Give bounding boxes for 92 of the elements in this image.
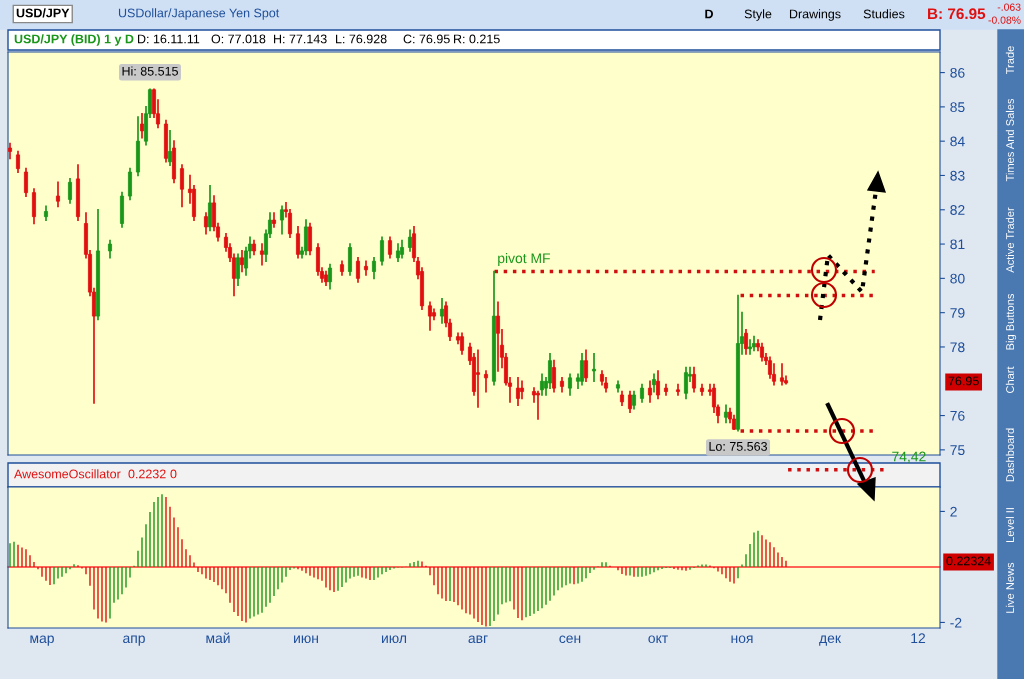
candlestick <box>279 205 285 235</box>
chart-title: USD/JPY <box>16 8 70 18</box>
chart-title: AwesomeOscillator <box>14 469 121 479</box>
text: 76.95 <box>948 376 979 386</box>
candlestick <box>179 164 185 208</box>
y-tick-label: -2 <box>950 617 962 628</box>
y-tick-label: 2 <box>950 506 957 517</box>
candlestick <box>259 243 265 266</box>
text: Drawings <box>789 9 841 21</box>
candlestick <box>387 236 393 259</box>
candlestick <box>239 250 245 273</box>
y-tick-label: 75 <box>950 445 965 456</box>
text: B: 76.95 <box>928 8 986 20</box>
candlestick <box>483 370 489 393</box>
annotation: Lo: 75.563 <box>709 441 767 451</box>
x-tick-label: сен <box>559 635 581 644</box>
candlestick <box>235 253 241 287</box>
candlestick <box>355 256 361 283</box>
text: -0.08% <box>988 16 1021 24</box>
text: O: 77.018 <box>211 34 266 44</box>
ref-line-label: pivot MF <box>498 253 550 266</box>
candlestick <box>139 112 145 139</box>
y-tick-label: 81 <box>950 239 965 250</box>
candlestick <box>439 298 445 324</box>
text: Live News <box>1005 562 1014 613</box>
x-tick-label: 12 <box>911 633 926 643</box>
y-tick-label: 82 <box>950 205 965 215</box>
y-tick-label: 76 <box>950 410 965 421</box>
text: R: 0.215 <box>454 34 500 44</box>
candlestick <box>407 229 413 252</box>
y-tick-label: 86 <box>950 67 965 78</box>
candlestick <box>23 167 29 197</box>
candlestick <box>683 366 689 400</box>
x-tick-label: июл <box>381 635 407 644</box>
candlestick <box>379 236 385 266</box>
text: USD/JPY (BID) 1 y D <box>14 34 134 46</box>
text: 0 <box>170 469 177 479</box>
candlestick <box>371 256 377 280</box>
candlestick <box>271 212 277 228</box>
candlestick <box>519 380 525 400</box>
candlestick <box>567 373 573 396</box>
chart-subtitle: USDollar/Japanese Yen Spot <box>118 8 280 20</box>
candlestick <box>691 366 697 393</box>
text: Level II <box>1005 508 1014 542</box>
y-tick-label: 84 <box>950 136 965 147</box>
text: Times And Sales <box>1005 98 1014 182</box>
x-tick-label: дек <box>819 635 842 646</box>
text: Dashboard <box>1005 428 1014 482</box>
candlestick <box>203 212 209 235</box>
y-tick-label: 83 <box>950 170 965 181</box>
text: C: 76.95 <box>403 34 450 44</box>
text: Chart <box>1005 366 1014 394</box>
candlestick <box>551 359 557 393</box>
text: Trade <box>1005 46 1014 75</box>
candlestick <box>535 390 541 420</box>
y-tick-label: 85 <box>950 102 965 113</box>
y-tick-label: 78 <box>950 342 965 353</box>
x-tick-label: апр <box>123 635 145 646</box>
candlestick <box>675 383 681 396</box>
text: -.063 <box>997 3 1021 11</box>
y-tick-label: 79 <box>950 308 965 318</box>
text: H: 77.143 <box>274 34 327 44</box>
candlestick <box>747 339 753 355</box>
candlestick <box>647 380 653 403</box>
text: Style <box>744 9 772 21</box>
x-tick-label: май <box>206 632 230 644</box>
candlestick <box>167 130 173 167</box>
candlestick <box>15 150 21 173</box>
x-tick-label: мар <box>30 635 54 646</box>
candlestick <box>591 352 597 383</box>
text: D: 16.11.11 <box>138 34 200 44</box>
candlestick <box>583 349 589 383</box>
candlestick <box>363 260 369 276</box>
text: 0.2232 <box>128 469 166 479</box>
candlestick <box>579 352 585 386</box>
x-tick-label: июн <box>294 635 318 644</box>
text: Studies <box>863 9 905 19</box>
text: 0.22324 <box>946 556 991 566</box>
text: Active Trader <box>1005 207 1014 273</box>
x-tick-label: ноя <box>731 635 753 644</box>
candlestick <box>515 376 521 407</box>
text: D <box>705 9 713 19</box>
annotation: Hi: 85.515 <box>122 66 178 76</box>
candlestick <box>495 301 501 372</box>
x-tick-label: авг <box>468 635 488 644</box>
text: Big Buttons <box>1005 293 1017 350</box>
ref-line-label: 74,42 <box>892 451 926 464</box>
y-tick-label: 80 <box>950 273 965 284</box>
x-tick-label: окт <box>648 635 668 644</box>
text: L: 76.928 <box>336 34 387 44</box>
candlestick <box>55 181 61 208</box>
candlestick <box>67 178 73 204</box>
